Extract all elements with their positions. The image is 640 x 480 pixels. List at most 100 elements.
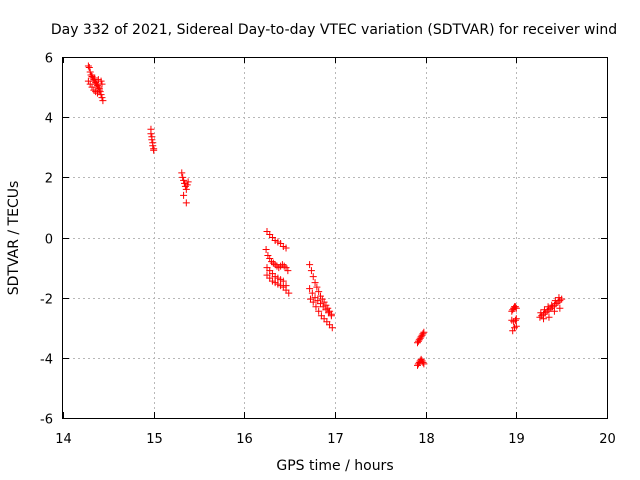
data-point: [87, 71, 95, 79]
data-point: [313, 283, 321, 291]
data-point: [508, 307, 516, 315]
data-point: [327, 312, 335, 320]
data-point: [98, 80, 106, 88]
data-point: [318, 295, 326, 303]
data-point: [414, 337, 422, 345]
data-point: [420, 328, 428, 336]
x-tick-label: 15: [146, 432, 163, 447]
x-tick-label: 14: [55, 432, 72, 447]
data-point: [180, 191, 188, 199]
data-point: [311, 279, 319, 287]
data-point: [552, 300, 560, 308]
data-point: [417, 333, 425, 341]
data-point: [420, 360, 428, 368]
data-point: [548, 301, 556, 309]
data-point: [414, 361, 422, 369]
data-point: [179, 173, 187, 181]
data-point: [94, 83, 102, 91]
data-point: [94, 76, 102, 84]
data-point: [536, 313, 544, 321]
data-point: [93, 82, 101, 90]
x-tick-label: 19: [508, 432, 525, 447]
data-point: [91, 74, 99, 82]
axis-ticks: 14 15 16 17 18 19 20 -6 -4 -2 0 2 4 6: [40, 52, 616, 448]
grid: [63, 57, 607, 418]
data-point: [512, 315, 520, 323]
data-point: [415, 336, 423, 344]
data-point: [308, 289, 316, 297]
y-tick-label: 6: [45, 52, 53, 67]
data-point: [282, 244, 290, 252]
data-point: [312, 303, 320, 311]
y-axis-label: SDTVAR / TECUs: [6, 181, 22, 296]
data-point: [419, 358, 427, 366]
data-point: [93, 89, 101, 97]
data-point: [538, 312, 546, 320]
data-point: [315, 288, 323, 296]
data-point: [279, 277, 287, 285]
chart-title: Day 332 of 2021, Sidereal Day-to-day VTE…: [51, 22, 617, 38]
data-point: [178, 169, 186, 177]
data-point: [98, 94, 106, 102]
data-point: [264, 252, 272, 260]
data-point: [182, 185, 190, 193]
data-point: [148, 136, 156, 144]
data-point: [309, 298, 317, 306]
data-point: [284, 267, 292, 275]
data-point: [147, 130, 155, 138]
data-point: [84, 62, 92, 70]
data-point: [309, 273, 317, 281]
data-point: [555, 294, 563, 302]
data-point: [85, 64, 93, 72]
data-point: [262, 246, 270, 254]
data-point: [417, 355, 425, 363]
data-point: [269, 259, 277, 267]
data-point: [511, 303, 519, 311]
data-point: [99, 97, 107, 105]
data-point: [418, 331, 426, 339]
data-point: [551, 297, 559, 305]
data-point: [86, 80, 94, 88]
y-tick-label: -6: [40, 413, 53, 428]
data-point: [324, 304, 332, 312]
data-point: [84, 77, 92, 85]
data-point: [307, 267, 315, 275]
data-point: [320, 298, 328, 306]
data-point: [544, 303, 552, 311]
data-point: [182, 199, 190, 207]
data-point: [556, 304, 564, 312]
data-point: [88, 83, 96, 91]
data-point: [95, 86, 103, 94]
data-point: [545, 313, 553, 321]
x-tick-label: 16: [236, 432, 253, 447]
data-point: [540, 306, 548, 314]
data-point: [550, 307, 558, 315]
data-point: [511, 316, 519, 324]
data-point: [315, 307, 323, 315]
data-point: [275, 264, 283, 272]
data-point: [181, 182, 189, 190]
data-point: [512, 304, 520, 312]
data-point: [537, 309, 545, 317]
data-point: [416, 334, 424, 342]
x-tick-label: 18: [418, 432, 435, 447]
data-point: [418, 357, 426, 365]
y-tick-label: 0: [45, 233, 53, 248]
data-point: [183, 181, 191, 189]
data-point: [306, 261, 314, 269]
data-point: [268, 258, 276, 266]
data-point: [540, 315, 548, 323]
data-point: [92, 88, 100, 96]
data-point: [285, 289, 293, 297]
data-point: [97, 91, 105, 99]
y-tick-label: -2: [40, 293, 53, 308]
data-point: [282, 264, 290, 272]
data-point: [266, 255, 274, 263]
data-point: [180, 176, 188, 184]
data-point: [306, 285, 314, 293]
x-axis-label: GPS time / hours: [276, 458, 393, 474]
y-tick-label: 4: [45, 112, 53, 127]
data-point: [86, 68, 94, 76]
y-tick-label: 2: [45, 172, 53, 187]
